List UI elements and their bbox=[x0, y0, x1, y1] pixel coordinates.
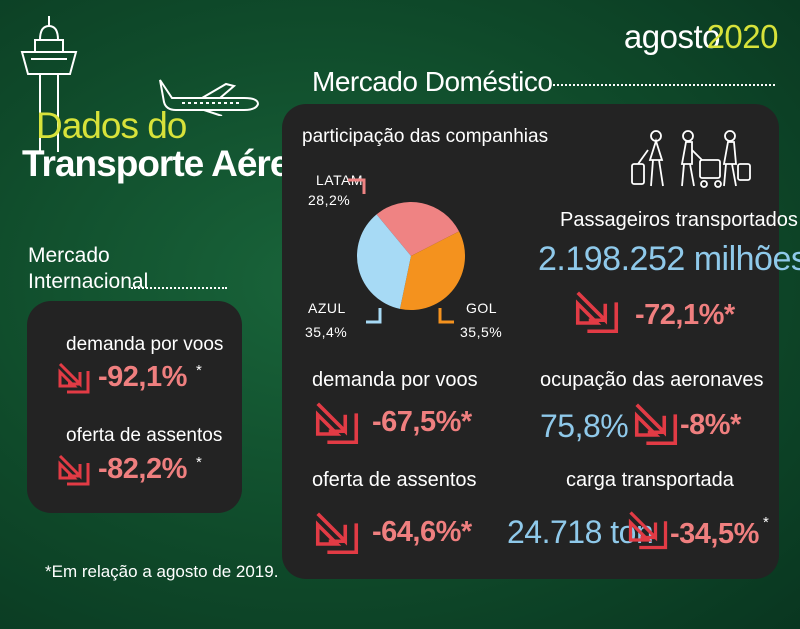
leader-line bbox=[366, 308, 382, 324]
intl-seats-star: * bbox=[196, 454, 202, 471]
leader-line bbox=[348, 178, 366, 194]
pie-value-gol: 35,5% bbox=[460, 324, 503, 340]
dotted-divider bbox=[131, 287, 227, 289]
intl-demand-star: * bbox=[196, 362, 202, 379]
pie-label-azul: AZUL bbox=[308, 300, 346, 316]
passengers-label: Passageiros transportados bbox=[560, 209, 798, 231]
title-line-1: Dados do bbox=[36, 105, 187, 146]
domestic-title: Mercado Doméstico bbox=[312, 66, 553, 97]
demand-change: -67,5%* bbox=[372, 406, 472, 438]
down-arrow-icon bbox=[634, 403, 678, 446]
international-title-2: Internacional bbox=[28, 270, 149, 293]
occupancy-label: ocupação das aeronaves bbox=[540, 369, 764, 391]
intl-demand-change: -92,1% bbox=[98, 361, 187, 393]
cargo-star: * bbox=[763, 514, 769, 531]
pie-slice-gol bbox=[399, 231, 465, 310]
occupancy-value: 75,8% bbox=[540, 408, 629, 444]
pie-value-latam: 28,2% bbox=[308, 192, 351, 208]
cargo-change: -34,5% bbox=[670, 518, 759, 550]
international-title-1: Mercado bbox=[28, 244, 110, 267]
pie-slice-latam bbox=[376, 202, 460, 256]
pie-value-azul: 35,4% bbox=[305, 324, 348, 340]
title-line-2: Transporte Aéreo bbox=[22, 143, 312, 184]
share-title: participação das companhias bbox=[302, 126, 549, 147]
share-pie-chart bbox=[357, 202, 465, 310]
down-arrow-icon bbox=[58, 454, 90, 486]
pie-slice-azul bbox=[357, 214, 411, 309]
down-arrow-icon bbox=[58, 362, 90, 394]
down-arrow-icon bbox=[575, 291, 619, 334]
year-label: 2020 bbox=[706, 18, 779, 55]
control-tower-icon bbox=[20, 16, 78, 152]
down-arrow-icon bbox=[315, 512, 359, 555]
dotted-divider bbox=[553, 84, 775, 86]
seats-label: oferta de assentos bbox=[312, 469, 477, 491]
intl-demand-label: demanda por voos bbox=[66, 334, 224, 355]
intl-seats-change: -82,2% bbox=[98, 453, 187, 485]
cargo-label: carga transportada bbox=[566, 469, 734, 491]
down-arrow-icon bbox=[628, 511, 668, 550]
leader-line bbox=[438, 308, 454, 324]
demand-label: demanda por voos bbox=[312, 369, 478, 391]
month-label: agosto bbox=[623, 18, 721, 55]
footnote: *Em relação a agosto de 2019. bbox=[45, 562, 279, 581]
intl-seats-label: oferta de assentos bbox=[66, 425, 223, 446]
pie-label-latam: LATAM bbox=[316, 172, 364, 188]
occupancy-change: -8%* bbox=[680, 409, 741, 441]
travelers-icon bbox=[631, 130, 751, 188]
airplane-icon bbox=[159, 79, 260, 116]
passengers-change: -72,1%* bbox=[635, 299, 735, 331]
passengers-value: 2.198.252 milhões bbox=[538, 240, 800, 278]
seats-change: -64,6%* bbox=[372, 516, 472, 548]
down-arrow-icon bbox=[315, 402, 359, 445]
pie-label-gol: GOL bbox=[466, 300, 498, 316]
